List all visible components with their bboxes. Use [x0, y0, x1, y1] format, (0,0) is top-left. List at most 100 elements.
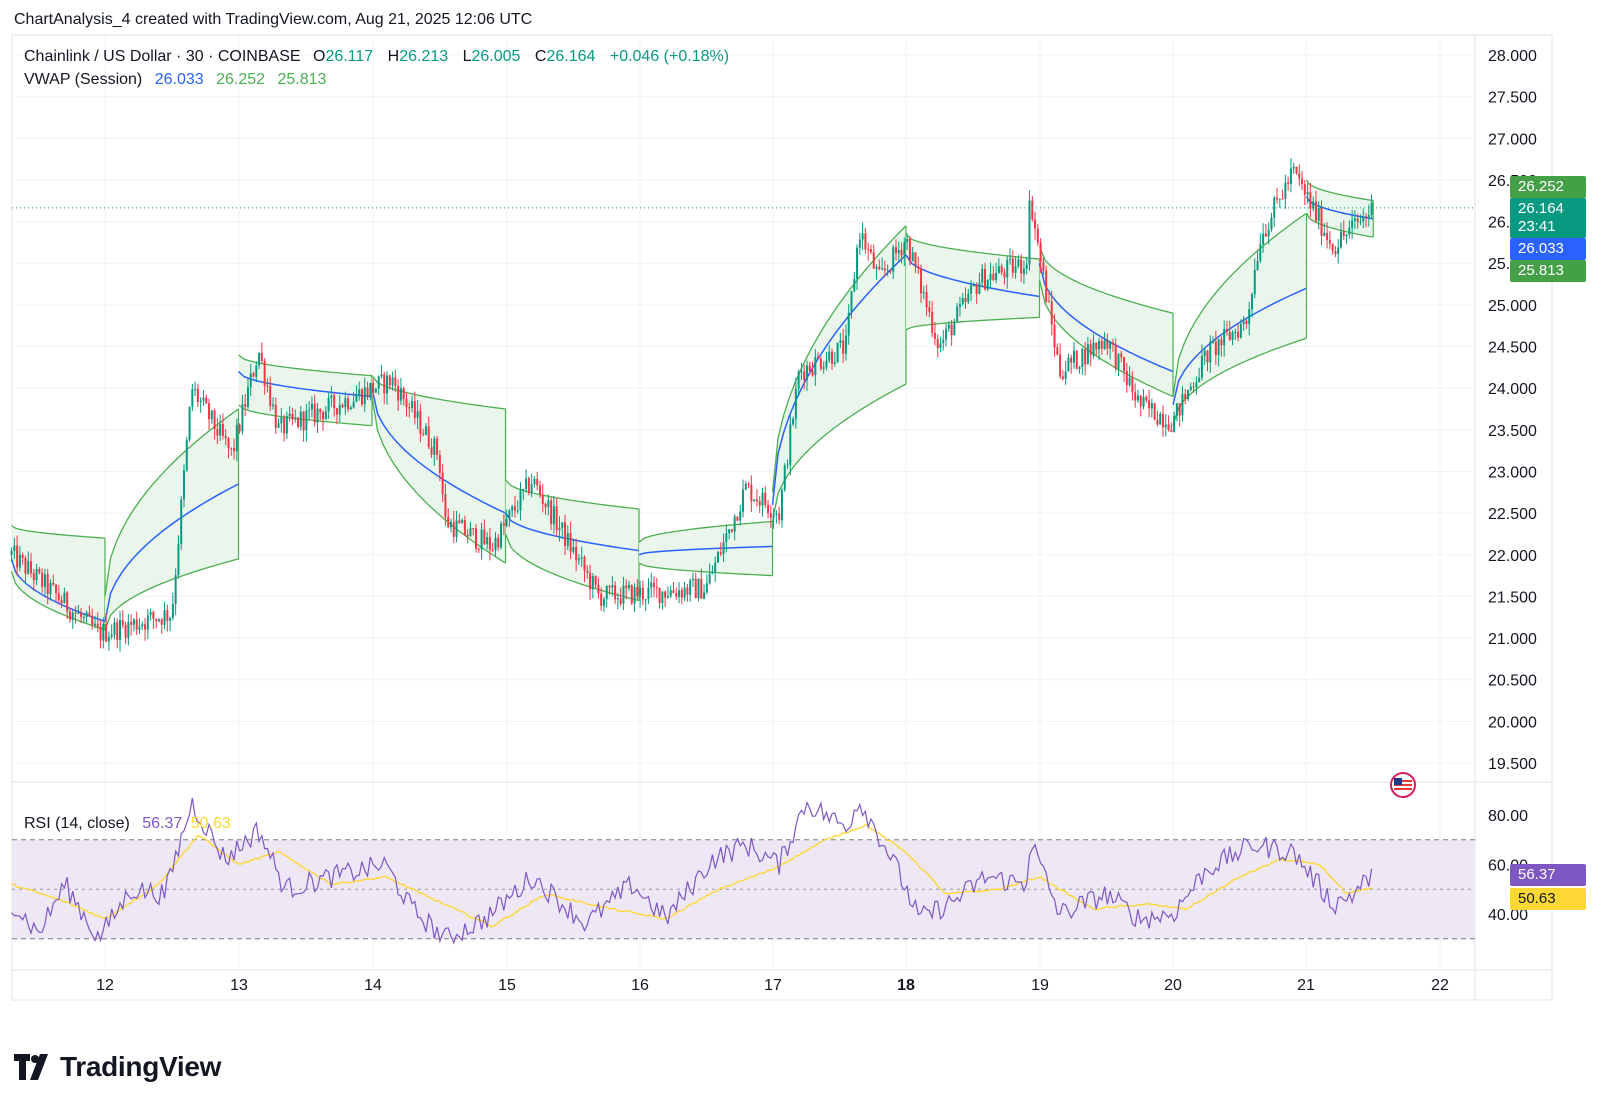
vwap-lower-band: [771, 383, 907, 522]
candle-body: [302, 411, 305, 431]
candle-body: [1047, 301, 1050, 303]
vwap-label[interactable]: VWAP (Session): [24, 71, 143, 88]
candle-body: [358, 389, 361, 396]
candle-body: [1092, 342, 1095, 356]
candle-body: [360, 389, 363, 405]
price-axis-tick-label: 28.000: [1488, 48, 1537, 65]
time-axis-tick-label: 15: [498, 977, 516, 994]
symbol-name[interactable]: Chainlink / US Dollar · 30 · COINBASE: [24, 48, 301, 65]
chart-caption: ChartAnalysis_4 created with TradingView…: [14, 11, 533, 28]
candle-body: [1045, 270, 1048, 302]
vwap-line: [237, 370, 373, 398]
candle-body: [1298, 173, 1301, 179]
vwap-lower-band: [1305, 212, 1374, 238]
candle-body: [41, 572, 44, 587]
candle-body: [1028, 200, 1031, 265]
candle-body: [1014, 266, 1017, 273]
candle-body: [566, 533, 569, 546]
candle-body: [166, 610, 169, 621]
us-flag-icon[interactable]: [1390, 772, 1416, 798]
time-axis-tick-label: 19: [1031, 977, 1049, 994]
candle-body: [35, 568, 38, 581]
price-axis-tick-label: 22.000: [1488, 548, 1537, 565]
candle-body: [800, 371, 803, 373]
candle-body: [369, 383, 372, 398]
tradingview-logo[interactable]: TradingView: [14, 1051, 221, 1083]
last-price-value: 26.164: [1518, 200, 1564, 217]
candle-body: [180, 499, 183, 544]
candle-body: [1117, 353, 1120, 369]
candle-body: [1206, 350, 1209, 363]
candle-body: [1161, 414, 1164, 428]
candle-body: [747, 483, 750, 485]
candle-body: [644, 599, 647, 601]
candle-body: [280, 417, 283, 424]
candle-body: [1109, 342, 1112, 349]
candle-body: [847, 312, 850, 336]
price-axis-tick-label: 20.500: [1488, 673, 1537, 690]
candle-body: [705, 583, 708, 593]
candle-body: [230, 447, 233, 449]
candle-body: [194, 389, 197, 391]
candle-body: [177, 543, 180, 576]
candle-body: [625, 585, 628, 588]
vwap-upper-band: [11, 525, 106, 539]
candle-body: [32, 573, 35, 581]
candle-body: [825, 360, 828, 368]
candle-body: [185, 440, 188, 471]
candle-body: [889, 269, 892, 272]
candle-body: [805, 365, 808, 381]
candle-body: [1017, 259, 1020, 267]
candle-body: [116, 622, 119, 640]
candle-body: [427, 426, 430, 448]
vwap-band-fill: [105, 409, 239, 630]
candle-body: [466, 534, 469, 537]
vwap-upper-band: [1172, 212, 1307, 397]
candle-body: [341, 404, 344, 408]
candle-body: [1234, 331, 1237, 333]
vwap-upper-value: 26.252: [216, 71, 266, 88]
candle-body: [680, 590, 683, 598]
candle-body: [319, 408, 322, 413]
vwap-band-fill: [372, 375, 506, 564]
vwap-line: [905, 254, 1040, 298]
candle-body: [221, 423, 224, 437]
candle-body: [416, 411, 419, 419]
candle-body: [561, 522, 564, 528]
candle-body: [500, 523, 503, 548]
candle-body: [708, 573, 711, 584]
candle-body: [1064, 371, 1067, 379]
rsi-ma-line: [11, 823, 1372, 928]
rsi-label[interactable]: RSI (14, close): [24, 815, 130, 832]
candle-body: [922, 292, 925, 294]
candle-body: [297, 417, 300, 427]
last-price-tag: 26.164 23:41: [1510, 198, 1586, 238]
candle-body: [1022, 268, 1025, 274]
candle-body: [472, 528, 475, 530]
vwap-value: 26.033: [154, 71, 204, 88]
candle-body: [772, 514, 775, 518]
chart-frame: [11, 34, 1553, 1001]
candle-body: [831, 351, 834, 364]
candle-body: [377, 376, 380, 389]
candle-body: [1198, 377, 1201, 383]
candle-body: [338, 404, 341, 415]
candle-body: [102, 624, 105, 641]
candle-body: [447, 516, 450, 528]
candle-body: [647, 587, 650, 600]
candle-body: [939, 343, 942, 349]
candle-body: [475, 528, 478, 549]
candle-body: [906, 238, 909, 243]
candle-body: [241, 404, 244, 432]
candle-body: [113, 622, 116, 635]
candle-body: [858, 239, 861, 248]
vwap-upper-band: [1305, 179, 1374, 202]
candle-body: [1323, 232, 1326, 236]
candle-body: [1042, 261, 1045, 271]
candle-body: [344, 398, 347, 408]
vwap-band-fill: [238, 354, 372, 426]
candle-body: [391, 377, 394, 386]
candle-body: [93, 623, 96, 626]
rsi-value: 56.37: [142, 815, 183, 832]
